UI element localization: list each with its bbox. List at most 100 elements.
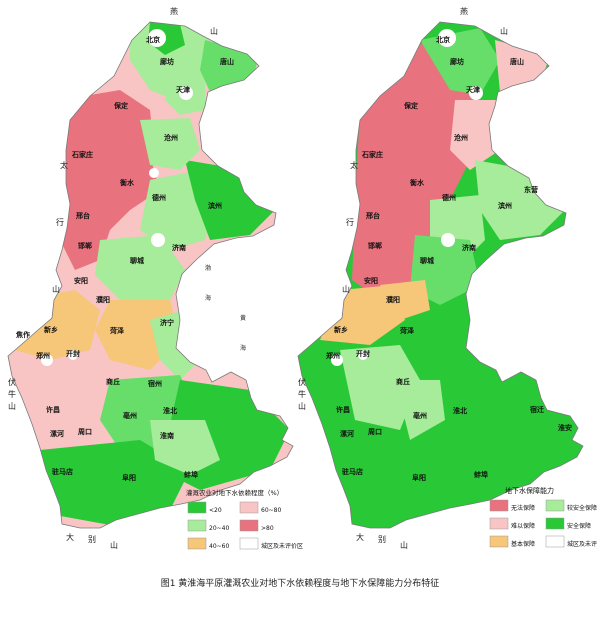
- left-city-luohe: 漯河: [50, 429, 64, 438]
- left-city-jinan-area: [151, 233, 165, 247]
- left-label-bie: 别: [88, 535, 96, 544]
- left-city-shijiazhuang: 石家庄: [71, 150, 93, 159]
- left-legend-label-5: 城区及未评价区: [261, 542, 303, 550]
- left-legend-title: 灌溉农业对地下水依赖程度（%）: [186, 488, 283, 497]
- left-city-huaibei: 淮北: [163, 406, 177, 415]
- right-legend-label-2: 难以保障: [511, 522, 535, 530]
- right-label-da: 大: [356, 532, 364, 542]
- left-city-binzhou: 滨州: [208, 201, 222, 210]
- left-region-fuyang: [40, 440, 190, 525]
- left-city-beijing: 北京: [146, 35, 160, 44]
- left-label-shan-north: 山: [210, 26, 218, 36]
- left-legend-swatch-0: [187, 501, 207, 514]
- right-city-bozhou: 亳州: [413, 411, 427, 420]
- right-label-niu: 牛: [298, 389, 306, 399]
- right-legend-label-1: 较安全保障: [567, 504, 597, 512]
- left-city-jiaozuo: 焦作: [15, 330, 30, 339]
- right-city-dongying: 东营: [524, 185, 538, 194]
- left-city-tangshan: 唐山: [220, 57, 234, 66]
- left-city-handan: 邯郸: [78, 241, 92, 250]
- right-city-kaifeng-area: [358, 350, 368, 360]
- right-region-liaocheng: [410, 235, 480, 305]
- left-label-da: 大: [66, 532, 74, 542]
- left-label-hang: 行: [56, 217, 64, 227]
- right-legend-label-3: 安全保障: [567, 522, 591, 530]
- right-legend-swatch-5: [545, 535, 565, 548]
- right-city-luohe: 漯河: [340, 429, 354, 438]
- left-city-labels: 北京 廊坊 天津 唐山 保定 沧州 石家庄 衡水 邢台 德州 滨州 邯郸 聊城 …: [15, 35, 234, 482]
- left-city-huainan: 淮南: [160, 431, 174, 440]
- left-legend-swatch-1: [239, 501, 259, 514]
- left-legend-label-1: 60~80: [261, 507, 281, 514]
- left-city-suzhou: 宿州: [148, 379, 162, 388]
- right-label-bie: 别: [378, 535, 386, 544]
- right-city-jinan-area: [441, 233, 455, 247]
- left-label-huanghai-2: 海: [240, 344, 246, 352]
- right-city-liaocheng: 聊城: [420, 256, 434, 265]
- right-city-anyang: 安阳: [364, 276, 378, 285]
- right-legend-swatch-2: [489, 517, 509, 530]
- left-label-shan-sw: 山: [8, 401, 16, 411]
- left-city-kaifeng: 开封: [66, 349, 80, 358]
- right-region-tangshan: [495, 40, 550, 92]
- right-city-baoding: 保定: [403, 101, 418, 110]
- left-legend-swatch-5: [239, 537, 259, 550]
- left-map-regions: [8, 22, 293, 528]
- left-city-kaifeng-area: [68, 350, 78, 360]
- left-legend-swatch-3: [239, 519, 259, 532]
- left-city-jining: 济宁: [160, 318, 174, 327]
- right-city-zhumadian: 驻马店: [342, 467, 363, 476]
- right-city-cangzhou: 沧州: [454, 133, 468, 142]
- left-city-beijing-area: [148, 29, 166, 47]
- right-map-labels: 燕 山 太 行 山 伏 牛 山 大 别 山: [298, 6, 508, 550]
- left-legend-swatch-4: [187, 537, 207, 550]
- right-city-hengshui: 衡水: [409, 178, 425, 187]
- right-region-kaifeng: [340, 345, 420, 430]
- right-legend-label-0: 无法保障: [511, 504, 535, 512]
- right-city-suqian: 宿迁: [530, 405, 544, 414]
- right-region-shangqiu: [395, 380, 445, 440]
- right-legend-label-5: 城区及未评: [567, 540, 597, 548]
- left-label-yan: 燕: [170, 6, 178, 16]
- right-city-tianjin-area: [469, 86, 483, 100]
- right-region-puyang: [380, 280, 430, 320]
- left-city-puyang: 濮阳: [96, 295, 110, 304]
- right-city-fuyang: 阜阳: [412, 473, 426, 482]
- right-region-red-belt: [350, 40, 480, 300]
- left-label-shan-south: 山: [110, 540, 118, 550]
- right-map: 燕 山 太 行 山 伏 牛 山 大 别 山 北京 廊坊 天津 唐山 保定 沧州 …: [297, 6, 597, 550]
- right-city-shijiazhuang: 石家庄: [361, 150, 383, 159]
- left-city-xinxiang: 新乡: [44, 325, 58, 334]
- left-legend-label-2: 20~40: [209, 525, 229, 532]
- left-legend-label-4: 40~60: [209, 543, 229, 550]
- right-map-regions: [298, 22, 583, 528]
- right-label-shan-sw: 山: [298, 401, 306, 411]
- left-legend-label-3: >80: [261, 525, 274, 532]
- right-city-beijing-area: [438, 29, 456, 47]
- right-label-yan: 燕: [460, 6, 468, 16]
- right-city-zhengzhou: 郑州: [326, 351, 340, 360]
- left-city-zhengzhou-area: [41, 354, 53, 366]
- right-city-heze: 菏泽: [400, 326, 414, 335]
- right-city-tangshan: 唐山: [510, 57, 524, 66]
- left-city-bozhou: 亳州: [123, 411, 137, 420]
- left-region-jiaozuo: [15, 290, 100, 360]
- left-label-niu: 牛: [8, 389, 16, 399]
- right-city-shangqiu: 商丘: [396, 377, 410, 386]
- left-region-hengshui: [100, 140, 160, 210]
- left-city-bengbu: 蚌埠: [184, 470, 198, 479]
- right-region-cangzhou: [450, 100, 500, 170]
- right-city-huaibei: 淮北: [453, 406, 467, 415]
- left-label-fu: 伏: [8, 377, 16, 387]
- right-legend-swatch-1: [545, 499, 565, 512]
- right-label-fu: 伏: [298, 377, 306, 387]
- left-label-huanghai-1: 黄: [240, 314, 246, 322]
- left-legend-label-0: <20: [209, 507, 222, 514]
- left-city-baoding: 保定: [113, 101, 128, 110]
- left-city-zhumadian: 驻马店: [52, 467, 73, 476]
- left-label-shan-west: 山: [52, 284, 60, 294]
- left-city-cangzhou: 沧州: [164, 133, 178, 142]
